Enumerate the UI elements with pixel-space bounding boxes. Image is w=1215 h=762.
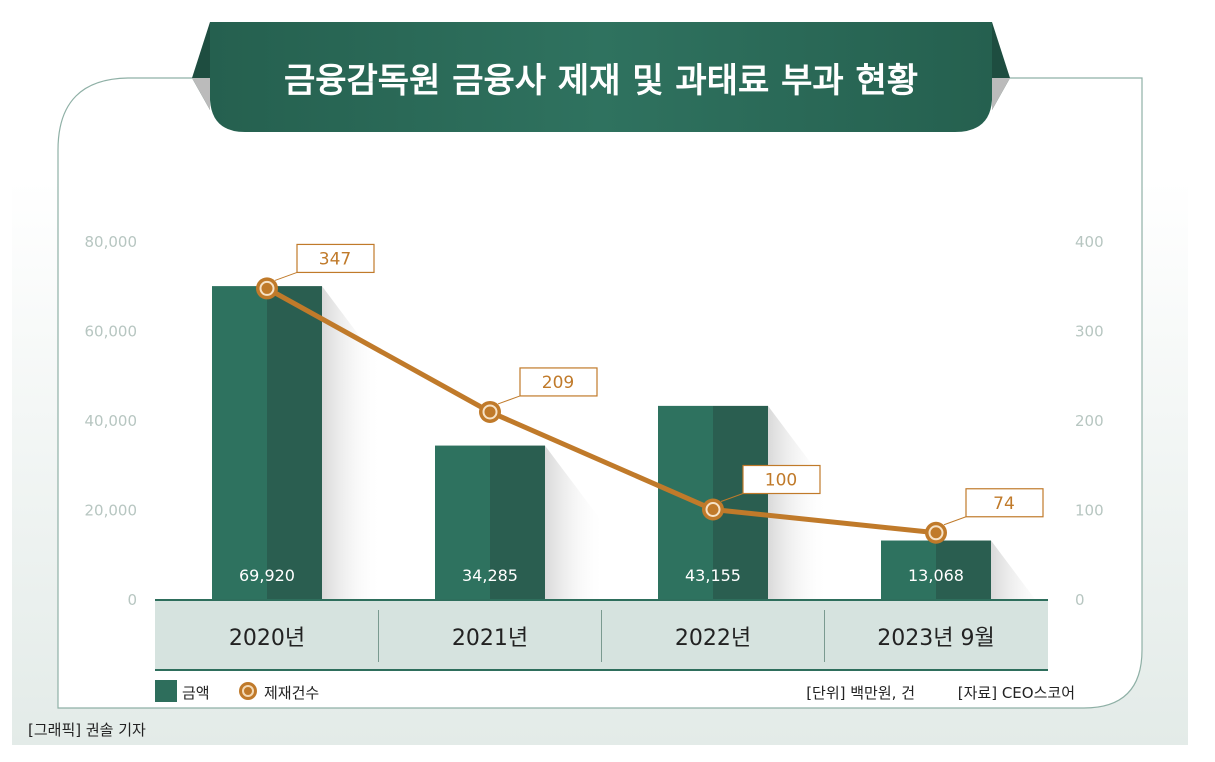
- x-tick-label: 2023년 9월: [877, 626, 994, 651]
- label-connector: [720, 493, 744, 502]
- legend-bar-swatch: [155, 680, 177, 702]
- x-tick-label: 2022년: [675, 626, 751, 651]
- line-value-box: [296, 243, 375, 274]
- credit: [그래픽] 권솔 기자: [28, 721, 146, 739]
- chart-title: 금융감독원 금융사 제재 및 과태료 부과 현황: [284, 61, 918, 101]
- legend-line-label: 제재건수: [264, 684, 319, 702]
- x-tick-label: 2020년: [229, 626, 305, 651]
- bar: [658, 405, 713, 599]
- line-value-label: 100: [765, 471, 797, 491]
- line-series: [265, 286, 937, 536]
- bar-shade: [267, 286, 322, 599]
- y-left-tick-label: 60,000: [85, 323, 138, 341]
- label-connector: [943, 516, 967, 526]
- bar-shadow: [768, 405, 828, 599]
- source-note: [자료] CEO스코어: [958, 684, 1075, 702]
- bar-value-label: 43,155: [685, 566, 741, 585]
- bar-value-label: 34,285: [462, 566, 518, 585]
- label-connector: [497, 395, 521, 405]
- title-banner: [210, 22, 992, 132]
- unit-note: [단위] 백만원, 건: [806, 684, 915, 702]
- bar-shade: [713, 405, 768, 599]
- label-connector: [274, 271, 298, 281]
- bar-value-label: 69,920: [239, 566, 295, 585]
- bar-shade: [490, 445, 545, 599]
- y-right-tick-label: 100: [1075, 502, 1104, 520]
- bar: [212, 286, 267, 599]
- bar-shadow: [322, 286, 382, 599]
- bar: [435, 445, 490, 599]
- y-right-tick-label: 300: [1075, 323, 1104, 341]
- x-tick-label: 2021년: [452, 626, 528, 651]
- line-value-box: [965, 488, 1044, 518]
- y-left-tick-label: 40,000: [85, 412, 138, 430]
- y-right-tick-label: 0: [1075, 591, 1085, 609]
- line-value-label: 347: [319, 249, 351, 269]
- y-right-tick-label: 400: [1075, 233, 1104, 251]
- line-value-box: [742, 464, 821, 495]
- line-value-label: 209: [542, 373, 574, 393]
- bar-shade: [936, 540, 991, 599]
- line-value-box: [519, 367, 598, 397]
- legend-bar-label: 금액: [182, 684, 210, 702]
- y-left-tick-label: 0: [127, 591, 137, 609]
- bar: [881, 540, 936, 599]
- bar-value-label: 13,068: [908, 566, 964, 585]
- y-left-tick-label: 80,000: [85, 233, 138, 251]
- line-value-label: 74: [993, 494, 1015, 514]
- y-right-tick-label: 200: [1075, 412, 1104, 430]
- bar-shadow: [545, 445, 605, 599]
- y-left-tick-label: 20,000: [85, 502, 138, 520]
